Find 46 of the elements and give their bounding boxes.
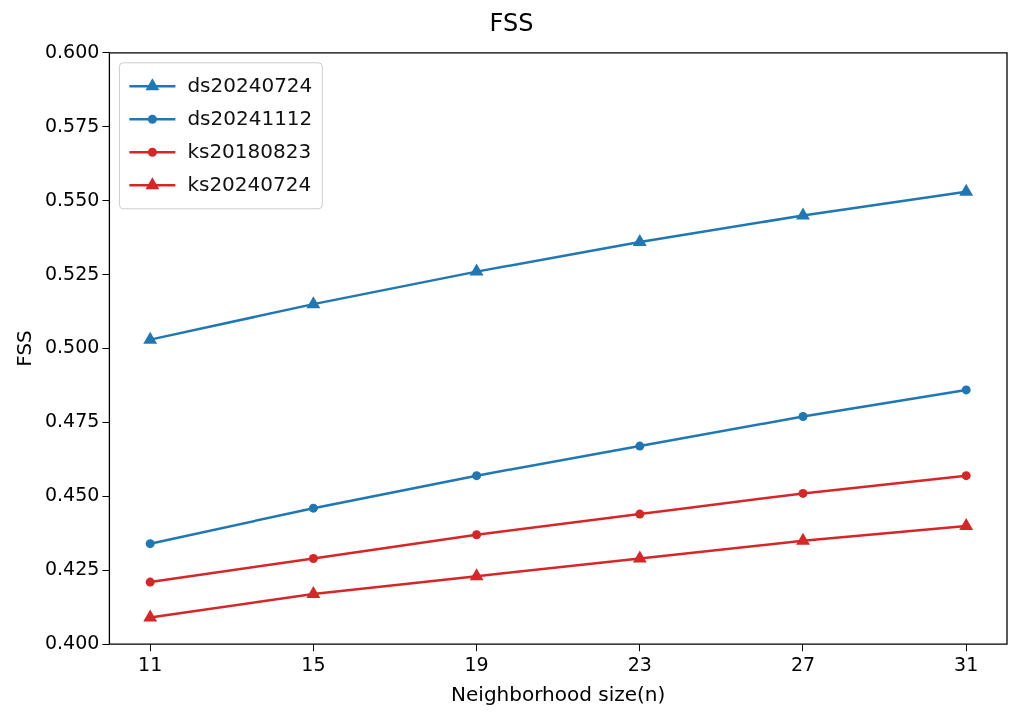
- point: [632, 234, 647, 247]
- x-tick-label: 15: [301, 652, 326, 675]
- y-tick-label: 0.525: [44, 261, 100, 284]
- x-tick-label: 31: [954, 652, 979, 675]
- y-tick-label: 0.575: [44, 113, 100, 136]
- point: [472, 471, 482, 481]
- point: [469, 568, 484, 581]
- point: [798, 412, 808, 422]
- point: [145, 539, 155, 549]
- x-tick-label: 27: [790, 652, 816, 675]
- point: [796, 532, 810, 545]
- point: [308, 503, 318, 513]
- y-axis-title: FSS: [12, 330, 37, 367]
- point: [635, 441, 645, 451]
- point: [635, 509, 645, 519]
- y-tick-label: 0.425: [44, 557, 100, 580]
- point: [959, 517, 974, 530]
- point: [306, 296, 321, 309]
- point: [306, 585, 321, 598]
- y-tick-label: 0.400: [44, 631, 100, 654]
- x-tick-label: 11: [138, 652, 163, 675]
- point: [143, 609, 158, 622]
- x-tick-label: 23: [627, 652, 652, 675]
- legend-label: ks20240724: [187, 171, 312, 196]
- point: [145, 577, 155, 587]
- point: [961, 385, 971, 395]
- legend-label: ds20241112: [187, 105, 313, 130]
- y-tick-label: 0.500: [44, 335, 100, 358]
- y-tick-label: 0.600: [44, 39, 100, 62]
- point: [961, 471, 971, 481]
- y-tick-label: 0.475: [44, 409, 100, 432]
- point: [798, 488, 808, 498]
- point: [143, 331, 158, 344]
- legend-label: ds20240724: [187, 72, 313, 97]
- y-tick-label: 0.550: [44, 187, 100, 210]
- point: [308, 553, 318, 563]
- chart-title: FSS: [489, 8, 534, 37]
- point: [632, 550, 647, 563]
- point: [796, 207, 810, 220]
- x-axis-title: Neighborhood size(n): [451, 682, 666, 707]
- point: [472, 530, 482, 540]
- point: [959, 183, 974, 196]
- point: [469, 263, 484, 276]
- legend-label: ks20180823: [187, 138, 312, 163]
- x-tick-label: 19: [464, 652, 489, 675]
- y-tick-label: 0.450: [44, 483, 100, 506]
